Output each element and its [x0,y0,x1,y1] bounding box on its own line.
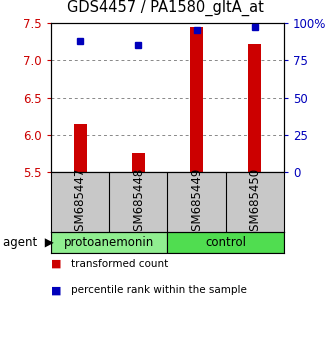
Text: ■: ■ [51,285,62,295]
Bar [74,124,87,172]
Text: GDS4457 / PA1580_gltA_at: GDS4457 / PA1580_gltA_at [67,0,263,16]
Text: GSM685448: GSM685448 [132,167,145,239]
Bar [248,44,261,172]
Bar [51,232,168,253]
Text: agent  ▶: agent ▶ [3,236,54,249]
Text: control: control [205,236,246,249]
Bar [190,27,203,172]
Text: transformed count: transformed count [71,259,168,269]
Text: GSM685450: GSM685450 [248,167,261,239]
Bar [168,232,284,253]
Text: ■: ■ [51,259,62,269]
Bar [132,153,145,172]
Text: protoanemonin: protoanemonin [64,236,154,249]
Text: GSM685449: GSM685449 [190,167,203,239]
Text: percentile rank within the sample: percentile rank within the sample [71,285,247,295]
Text: GSM685447: GSM685447 [74,167,87,239]
